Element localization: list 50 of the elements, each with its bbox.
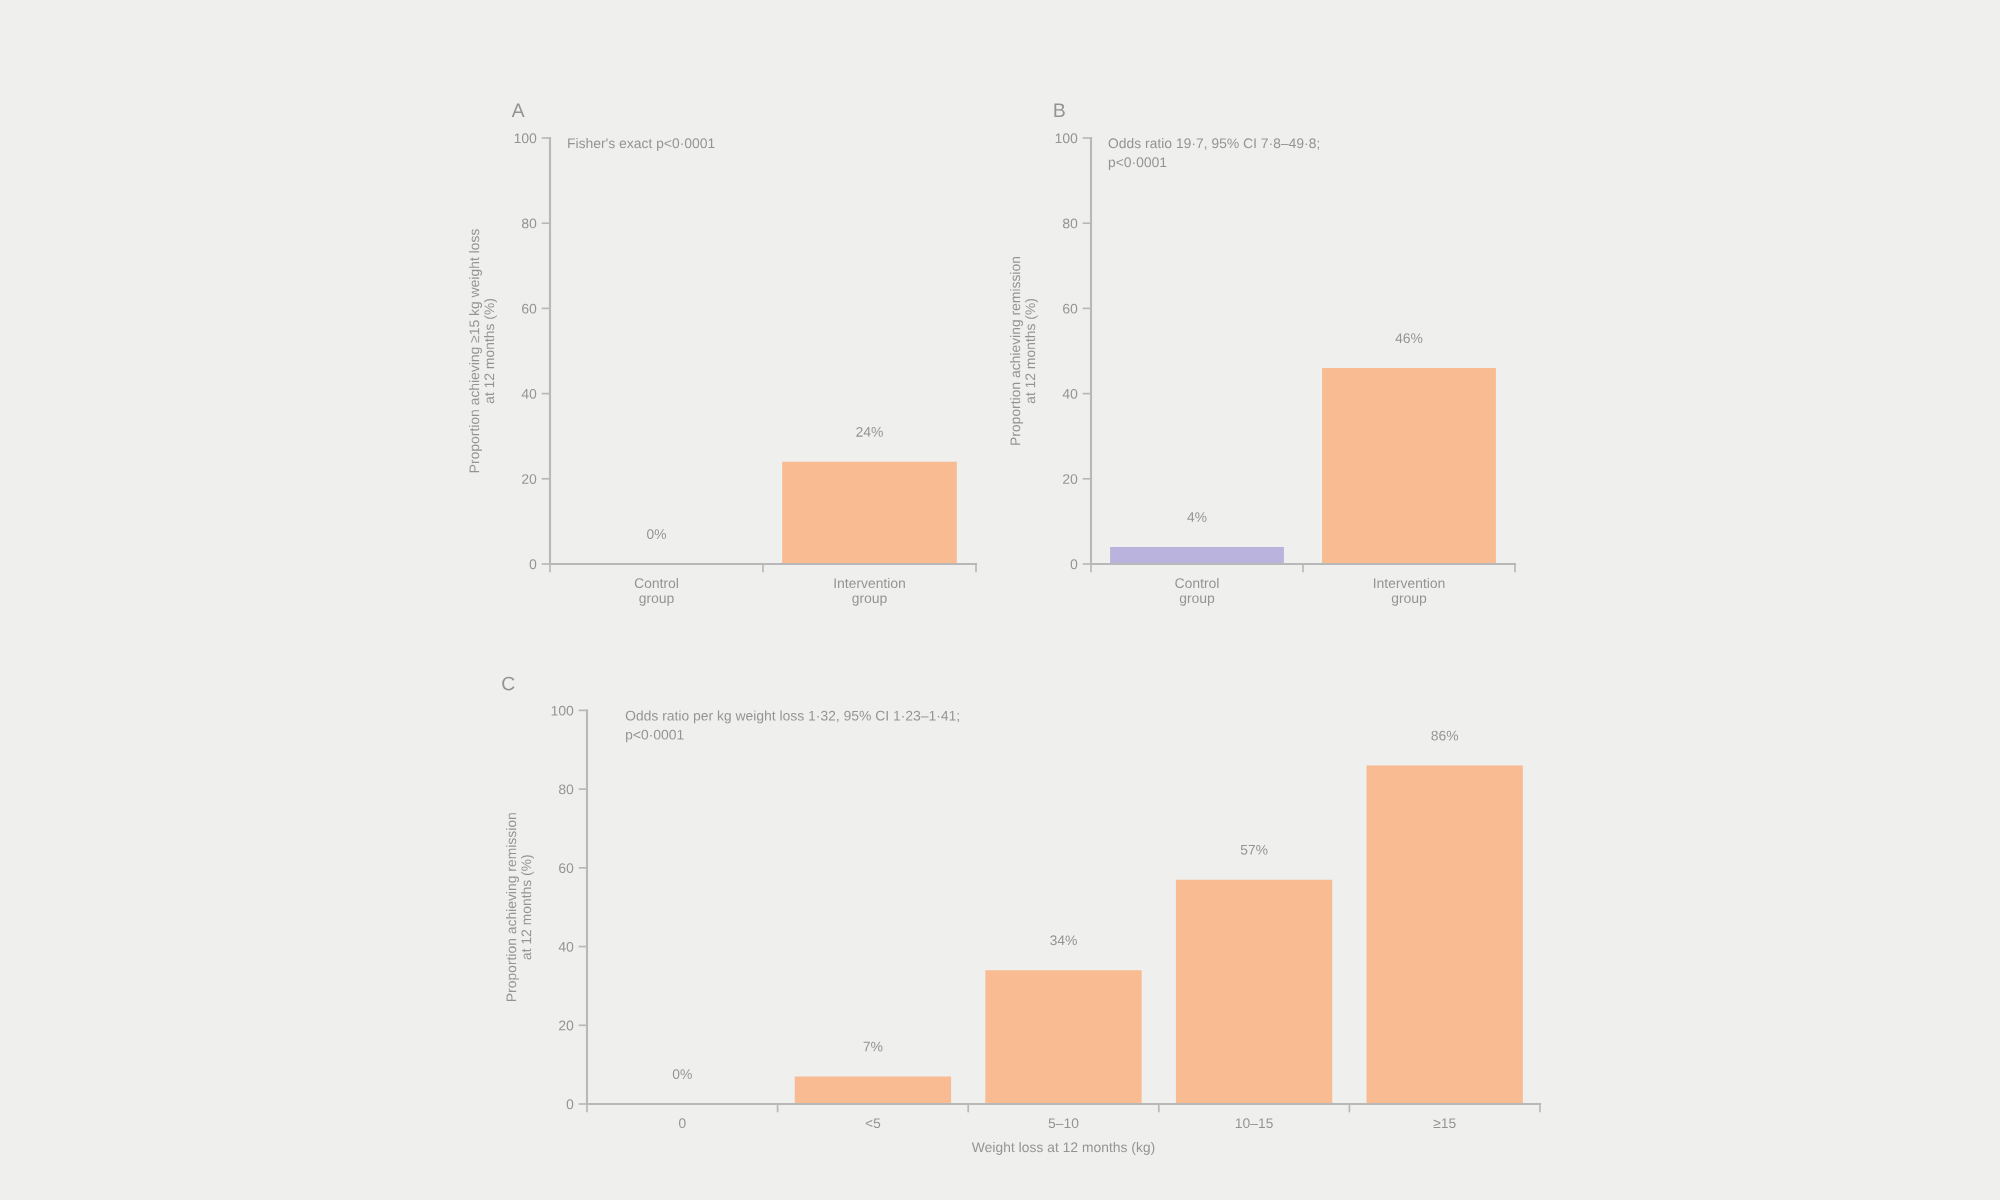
x-tick-label: 5–10 [1048, 1118, 1079, 1129]
x-axis-title: Weight loss at 12 months (kg) [971, 1141, 1155, 1155]
chart-title: A [511, 103, 525, 117]
y-axis-title: Proportion achieving remission at 12 months (%) [1010, 256, 1038, 445]
data-label: 57% [1240, 844, 1268, 855]
y-tick-label: 40 [558, 941, 574, 952]
chart-title: B [1054, 103, 1065, 117]
bar [1175, 879, 1333, 1104]
data-label: 7% [863, 1041, 883, 1052]
x-tick-label: Control group [634, 577, 678, 606]
y-axis-title: Proportion achieving remission at 12 months (%) [506, 813, 534, 1002]
data-label: 24% [856, 426, 883, 437]
chart-title: C [502, 676, 515, 691]
y-tick-label: 40 [1062, 388, 1078, 399]
x-tick-label: ≥15 [1433, 1118, 1456, 1129]
x-tick-label: 0 [678, 1118, 686, 1129]
y-tick-label: 40 [521, 388, 537, 399]
data-label: 4% [1187, 512, 1207, 522]
x-tick-label: <5 [865, 1118, 881, 1129]
y-axis-title: Proportion achieving ≥15 kg weight loss at 12 months (%) [469, 229, 497, 473]
data-label: 34% [1050, 935, 1077, 946]
y-tick-label: 20 [522, 474, 537, 484]
data-label: 0% [647, 529, 667, 540]
y-tick-label: 80 [558, 784, 574, 795]
x-tick-label: Intervention group [1374, 577, 1445, 606]
data-label: 86% [1431, 730, 1459, 741]
x-tick-label: Intervention group [834, 577, 905, 606]
bar [985, 970, 1142, 1104]
bar [1366, 765, 1523, 1104]
x-tick-label: 10–15 [1235, 1118, 1273, 1129]
y-tick-label: 100 [551, 705, 574, 716]
y-tick-label: 60 [1063, 303, 1078, 314]
y-tick-label: 0 [1070, 559, 1078, 570]
y-tick-label: 60 [522, 303, 537, 314]
data-label: 0% [672, 1069, 692, 1080]
x-tick-label: Control group [1175, 577, 1219, 606]
data-label: 46% [1395, 333, 1423, 344]
annotation: Odds ratio 19·7, 95% CI 7·8–49·8; p<0·0001 [1108, 138, 1320, 170]
bar [794, 1076, 952, 1104]
y-tick-label: 0 [566, 1099, 574, 1110]
y-tick-label: 80 [521, 218, 537, 229]
annotation: Odds ratio per kg weight loss 1·32, 95% CI 1·23–1·41; p<0·0001 [625, 710, 959, 743]
y-tick-label: 20 [559, 1020, 574, 1031]
y-tick-label: 100 [1055, 133, 1078, 144]
annotation: Fisher's exact p<0·0001 [568, 138, 715, 151]
y-tick-label: 80 [1062, 218, 1078, 229]
y-tick-label: 0 [529, 559, 537, 570]
y-tick-label: 20 [1063, 474, 1078, 484]
y-tick-label: 100 [514, 133, 537, 144]
y-tick-label: 60 [559, 863, 574, 874]
